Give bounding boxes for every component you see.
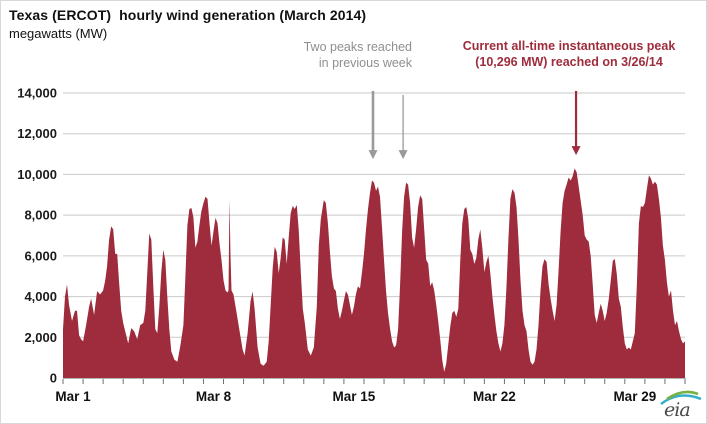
- annotation-arrowhead-prev-week-peak-1: [368, 150, 378, 160]
- annotation-line: Current all-time instantaneous peak: [462, 39, 676, 53]
- y-axis-label: 14,000: [17, 86, 57, 101]
- y-axis-label: 12,000: [17, 126, 57, 141]
- x-axis-label: Mar 22: [473, 389, 516, 404]
- annotation-arrowhead-prev-week-peak-2: [398, 150, 408, 160]
- eia-logo-text: eia: [664, 399, 691, 421]
- wind-generation-area-series: [63, 168, 685, 378]
- logo-green-arc: [666, 390, 699, 401]
- x-axis-label: Mar 1: [55, 389, 91, 404]
- x-axis-label: Mar 8: [196, 389, 232, 404]
- annotation-previous-week-peaks: Two peaks reached in previous week: [264, 39, 412, 71]
- annotation-line: (10,296 MW) reached on 3/26/14: [475, 55, 663, 69]
- y-axis-label: 4,000: [24, 289, 57, 304]
- y-axis-label: 8,000: [24, 208, 57, 223]
- x-axis-label: Mar 15: [333, 389, 376, 404]
- annotation-line: in previous week: [318, 56, 412, 70]
- y-axis-label: 0: [50, 371, 57, 386]
- annotation-arrowhead-alltime-peak: [571, 146, 581, 156]
- y-axis-label: 10,000: [17, 167, 57, 182]
- logo-blue-arc: [660, 394, 702, 405]
- annotation-line: Two peaks reached: [303, 40, 412, 54]
- annotation-alltime-peak: Current all-time instantaneous peak (10,…: [431, 38, 706, 70]
- eia-logo: eia: [657, 387, 705, 423]
- eia-logo-swoosh: [660, 390, 702, 405]
- y-axis-label: 2,000: [24, 330, 57, 345]
- x-axis-label: Mar 29: [613, 389, 656, 404]
- page-title: Texas (ERCOT) hourly wind generation (Ma…: [9, 7, 367, 23]
- y-axis-label: 6,000: [24, 248, 57, 263]
- y-axis-unit-label: megawatts (MW): [9, 26, 108, 41]
